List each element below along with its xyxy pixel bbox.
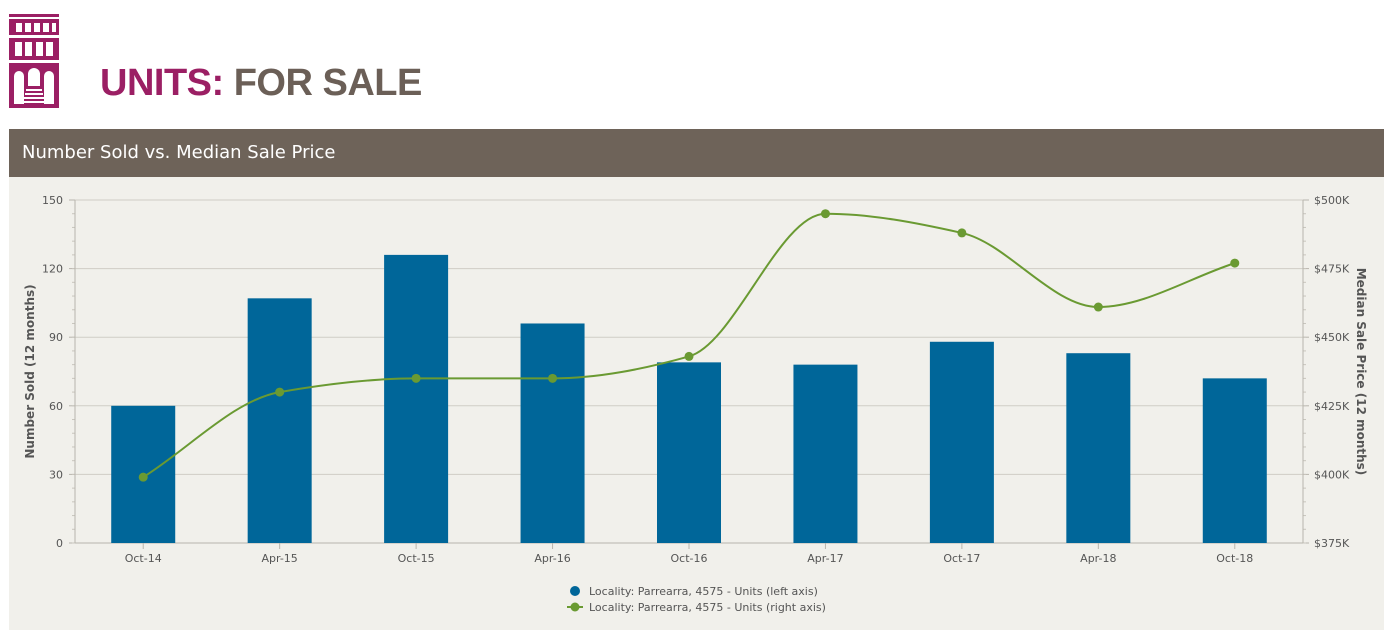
bar bbox=[1202, 378, 1267, 543]
x-tick-label: Oct-17 bbox=[943, 552, 980, 565]
line-point bbox=[684, 351, 694, 361]
bar bbox=[520, 323, 585, 543]
y-tick-label: 150 bbox=[42, 194, 63, 207]
line-point bbox=[138, 472, 148, 482]
y-tick-label: 0 bbox=[56, 537, 63, 550]
page-title-rest: FOR SALE bbox=[233, 62, 423, 104]
series-line bbox=[142, 212, 1236, 478]
x-tick-label: Oct-14 bbox=[125, 552, 162, 565]
y-tick-label: 60 bbox=[49, 400, 63, 413]
y-tick-label: 30 bbox=[49, 468, 63, 481]
legend-label-bars: Locality: Parrearra, 4575 - Units (left … bbox=[589, 585, 818, 598]
chart-titlebar: Number Sold vs. Median Sale Price bbox=[9, 129, 1384, 177]
x-tick-label: Oct-15 bbox=[398, 552, 435, 565]
page-header: UNITS: FOR SALE bbox=[0, 0, 1396, 128]
bar bbox=[384, 254, 449, 543]
y2-tick-label: $400K bbox=[1314, 468, 1350, 481]
x-tick-label: Apr-15 bbox=[262, 552, 298, 565]
combo-chart: 0 30 60 90 120 150 $375K $400K $425K $450K $475K $5… bbox=[23, 194, 1368, 614]
y2-tick-label: $500K bbox=[1314, 194, 1350, 207]
x-tick-label: Oct-16 bbox=[671, 552, 708, 565]
y2-tick-label: $375K bbox=[1314, 537, 1350, 550]
x-tick-label: Apr-17 bbox=[807, 552, 843, 565]
bar bbox=[929, 341, 994, 543]
legend-label-line: Locality: Parrearra, 4575 - Units (right… bbox=[589, 601, 826, 614]
chart-title: Number Sold vs. Median Sale Price bbox=[22, 142, 336, 163]
line-point bbox=[275, 387, 285, 397]
line-point bbox=[957, 228, 967, 238]
page-title: UNITS: FOR SALE bbox=[100, 62, 422, 105]
line-point bbox=[548, 373, 558, 383]
x-tick-label: Oct-18 bbox=[1216, 552, 1253, 565]
y-tick-label: 90 bbox=[49, 331, 63, 344]
page-title-accent: UNITS: bbox=[100, 62, 224, 104]
line-point bbox=[411, 373, 421, 383]
bar bbox=[1066, 353, 1131, 543]
bar bbox=[657, 362, 721, 543]
y2-axis-title: Median Sale Price (12 months) bbox=[1354, 268, 1368, 476]
legend-marker-line bbox=[570, 602, 580, 612]
x-tick-label: Apr-16 bbox=[534, 552, 570, 565]
y-axis-title: Number Sold (12 months) bbox=[23, 284, 37, 458]
y2-tick-label: $425K bbox=[1314, 400, 1350, 413]
building-icon bbox=[9, 14, 59, 108]
bar bbox=[793, 364, 858, 543]
y-tick-label: 120 bbox=[42, 263, 63, 276]
line-point bbox=[1230, 258, 1240, 268]
chart-panel: Number Sold vs. Median Sale Price 0 30 60 9… bbox=[9, 129, 1384, 630]
y2-tick-label: $450K bbox=[1314, 331, 1350, 344]
line-point bbox=[1093, 302, 1103, 312]
y2-tick-label: $475K bbox=[1314, 263, 1350, 276]
bar bbox=[247, 298, 312, 543]
x-tick-label: Apr-18 bbox=[1080, 552, 1116, 565]
line-point bbox=[820, 209, 830, 219]
legend-marker-bars bbox=[570, 586, 580, 596]
